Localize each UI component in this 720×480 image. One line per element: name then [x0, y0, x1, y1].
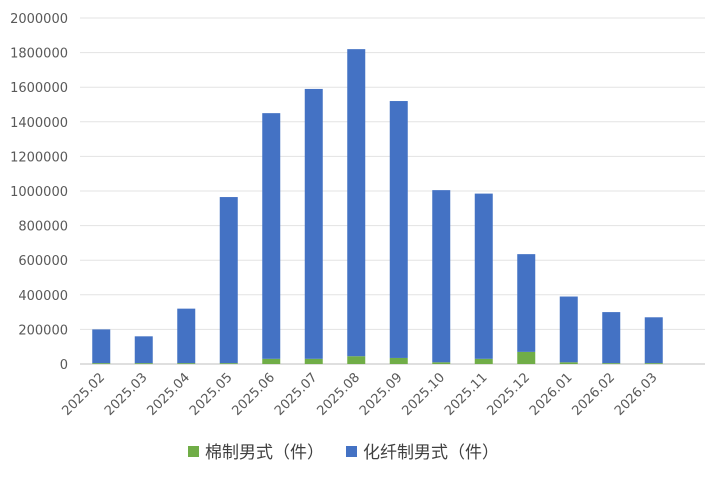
- bar-segment: [432, 362, 451, 364]
- bar-segment: [177, 308, 196, 364]
- bar-segment: [474, 193, 493, 359]
- legend-label: 棉制男式（件）: [205, 443, 324, 463]
- legend-swatch: [346, 446, 357, 457]
- bar-segment: [134, 363, 153, 364]
- x-tick-label: 2026.03: [612, 370, 661, 419]
- bar-segment: [517, 254, 536, 352]
- y-tick-label: 1400000: [10, 116, 68, 131]
- legend-swatch: [188, 446, 199, 457]
- y-tick-label: 1000000: [10, 185, 68, 200]
- x-tick-label: 2025.07: [272, 370, 321, 419]
- bar-segment: [474, 358, 493, 364]
- bar-segment: [92, 363, 111, 364]
- bar-segment: [389, 101, 408, 358]
- bar-segment: [389, 357, 408, 364]
- bar-segment: [517, 351, 536, 364]
- x-tick-label: 2025.09: [357, 370, 406, 419]
- y-tick-label: 600000: [18, 254, 68, 269]
- x-tick-label: 2025.08: [314, 370, 363, 419]
- bar-segment: [644, 363, 663, 364]
- bar-segment: [219, 197, 238, 364]
- y-tick-label: 800000: [18, 220, 68, 235]
- x-tick-label: 2025.10: [399, 370, 448, 419]
- y-tick-label: 0: [60, 358, 68, 373]
- y-tick-label: 1800000: [10, 47, 68, 62]
- bar-segment: [602, 363, 621, 364]
- x-tick-label: 2025.12: [484, 370, 533, 419]
- y-tick-label: 400000: [18, 289, 68, 304]
- x-tick-label: 2026.01: [527, 370, 576, 419]
- x-tick-label: 2025.04: [144, 370, 193, 419]
- y-tick-label: 1200000: [10, 150, 68, 165]
- x-tick-label: 2025.03: [102, 370, 151, 419]
- bar-segment: [304, 358, 323, 364]
- bar-segment: [177, 363, 196, 364]
- y-tick-label: 200000: [18, 323, 68, 338]
- legend-label: 化纤制男式（件）: [363, 443, 499, 463]
- x-tick-label: 2025.02: [59, 370, 108, 419]
- bar-segment: [644, 317, 663, 364]
- y-tick-label: 1600000: [10, 81, 68, 96]
- bar-segment: [262, 113, 281, 359]
- bar-segment: [219, 363, 238, 364]
- x-tick-label: 2025.11: [442, 370, 491, 419]
- bar-segment: [304, 88, 323, 359]
- bar-segment: [134, 336, 153, 364]
- bar-segment: [559, 296, 578, 363]
- y-tick-label: 2000000: [10, 12, 68, 27]
- bar-segment: [559, 362, 578, 364]
- bar-segment: [92, 329, 111, 364]
- bar-segment: [602, 312, 621, 364]
- x-tick-label: 2025.06: [229, 370, 278, 419]
- bar-segment: [262, 358, 281, 364]
- bar-segment: [347, 49, 366, 357]
- bar-segment: [432, 190, 451, 363]
- x-tick-label: 2026.02: [569, 370, 618, 419]
- x-tick-label: 2025.05: [187, 370, 236, 419]
- bar-segment: [347, 356, 366, 364]
